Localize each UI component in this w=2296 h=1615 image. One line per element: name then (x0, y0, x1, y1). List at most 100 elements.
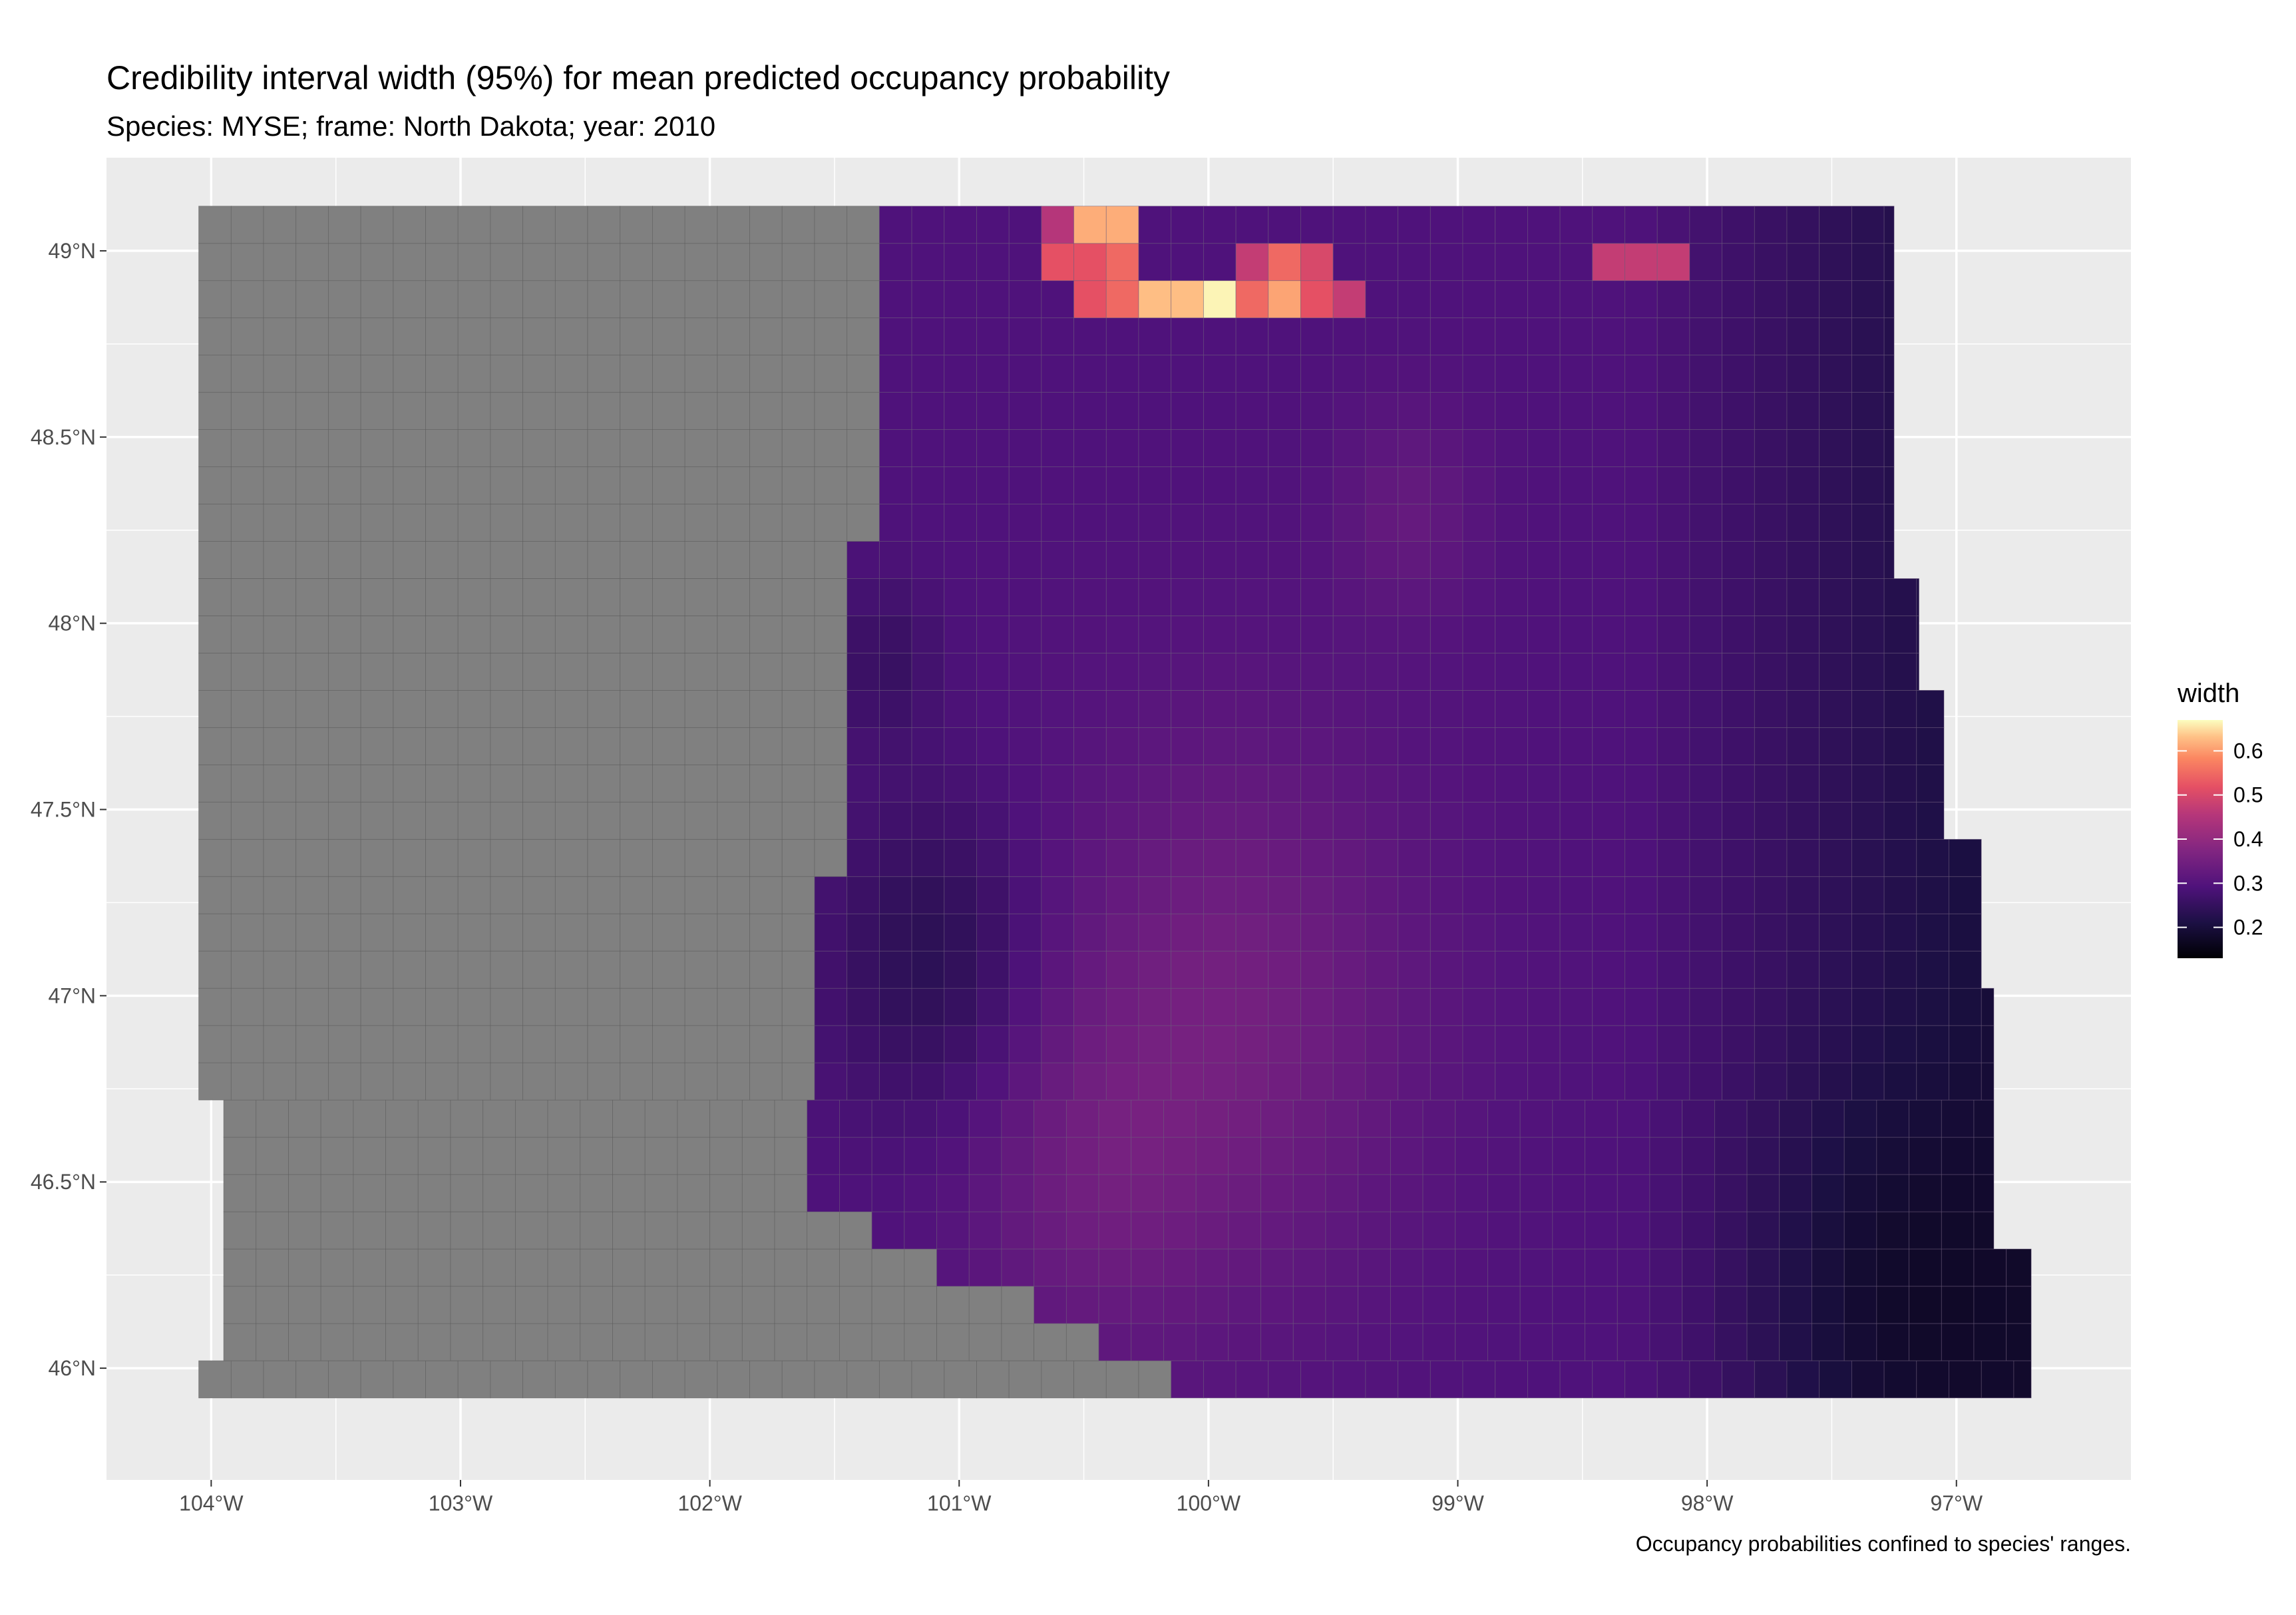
map-cell (1559, 355, 1593, 393)
map-cell (360, 541, 394, 579)
map-cell (198, 392, 232, 430)
map-cell (1131, 1211, 1164, 1250)
map-cell (360, 838, 394, 877)
map-cell (1909, 1099, 1942, 1138)
map-cell (749, 1025, 783, 1063)
map-cell (749, 987, 783, 1026)
map-cell (1398, 950, 1431, 989)
map-cell (944, 355, 977, 393)
legend-ticks: 0.20.30.40.50.6 (2178, 739, 2263, 940)
map-cell (1585, 1137, 1618, 1175)
map-cell (393, 504, 426, 542)
map-cell (847, 243, 880, 281)
map-cell (580, 1174, 613, 1212)
map-cell (1171, 206, 1204, 244)
map-cell (717, 541, 750, 579)
map-cell (263, 243, 297, 281)
map-cell (1689, 243, 1723, 281)
map-cell (198, 689, 232, 728)
map-cell (871, 1174, 905, 1212)
map-cell (1138, 243, 1172, 281)
map-cell (1786, 616, 1820, 653)
map-cell (1462, 504, 1496, 542)
map-cell (425, 504, 459, 542)
map-cell (1235, 801, 1269, 840)
map-cell (717, 578, 750, 616)
map-cell (620, 801, 653, 840)
map-cell (1754, 1360, 1788, 1399)
map-cell (1268, 801, 1301, 840)
map-cell (1073, 280, 1107, 319)
map-cell (1625, 429, 1658, 467)
map-cell (1851, 280, 1885, 319)
map-cell (717, 838, 750, 877)
map-cell (547, 1174, 581, 1212)
map-cell (1332, 504, 1366, 542)
map-cell (1592, 801, 1625, 840)
map-cell (1462, 987, 1496, 1026)
map-cell (1235, 243, 1269, 281)
map-cell (1138, 764, 1172, 803)
map-cell (684, 1025, 718, 1063)
map-cell (749, 653, 783, 691)
map-cell (847, 280, 880, 319)
map-cell (1592, 913, 1625, 952)
map-cell (717, 355, 750, 393)
map-cell (385, 1099, 419, 1138)
map-cell (1592, 689, 1625, 728)
map-cell (1455, 1137, 1488, 1175)
map-cell (1195, 1248, 1229, 1287)
map-cell (522, 838, 556, 877)
map-cell (1981, 1062, 1995, 1101)
map-cell (1332, 838, 1366, 877)
map-cell (1041, 317, 1074, 356)
map-cell (1973, 1211, 1995, 1250)
map-cell (230, 876, 264, 914)
map-cell (230, 987, 264, 1026)
map-cell (741, 1174, 775, 1212)
map-cell (1689, 392, 1723, 430)
map-cell (1365, 876, 1398, 914)
map-cell (360, 392, 394, 430)
map-cell (1098, 1174, 1132, 1212)
map-cell (1398, 206, 1431, 244)
map-cell (1689, 466, 1723, 504)
map-cell (1843, 1099, 1877, 1138)
map-cell (1689, 504, 1723, 542)
map-cell (457, 616, 491, 653)
map-cell (911, 243, 945, 281)
map-cell (1138, 616, 1172, 653)
map-cell (580, 1323, 613, 1361)
map-cell (1617, 1211, 1650, 1250)
map-cell (457, 466, 491, 504)
map-cell (1909, 1174, 1942, 1212)
map-cell (1462, 950, 1496, 989)
map-cell (1365, 504, 1398, 542)
map-cell (1682, 1286, 1715, 1324)
map-cell (1656, 689, 1690, 728)
map-cell (1292, 1286, 1326, 1324)
map-cell (1073, 317, 1107, 356)
map-cell (1228, 1137, 1261, 1175)
map-cell (1617, 1248, 1650, 1287)
map-cell (425, 429, 459, 467)
map-cell (1398, 578, 1431, 616)
map-cell (1819, 653, 1852, 691)
map-cell (587, 504, 621, 542)
map-cell (230, 504, 264, 542)
map-cell (1235, 987, 1269, 1026)
map-cell (1714, 1211, 1748, 1250)
map-cell (1171, 1062, 1204, 1101)
map-cell (878, 392, 912, 430)
map-cell (1365, 243, 1398, 281)
map-cell (1592, 392, 1625, 430)
map-cell (1585, 1211, 1618, 1250)
map-cell (230, 1025, 264, 1063)
map-cell (587, 1062, 621, 1101)
map-cell (807, 1099, 840, 1138)
map-cell (263, 578, 297, 616)
map-cell (1682, 1248, 1715, 1287)
map-cell (944, 504, 977, 542)
map-cell (620, 504, 653, 542)
map-cell (1949, 1360, 1982, 1399)
